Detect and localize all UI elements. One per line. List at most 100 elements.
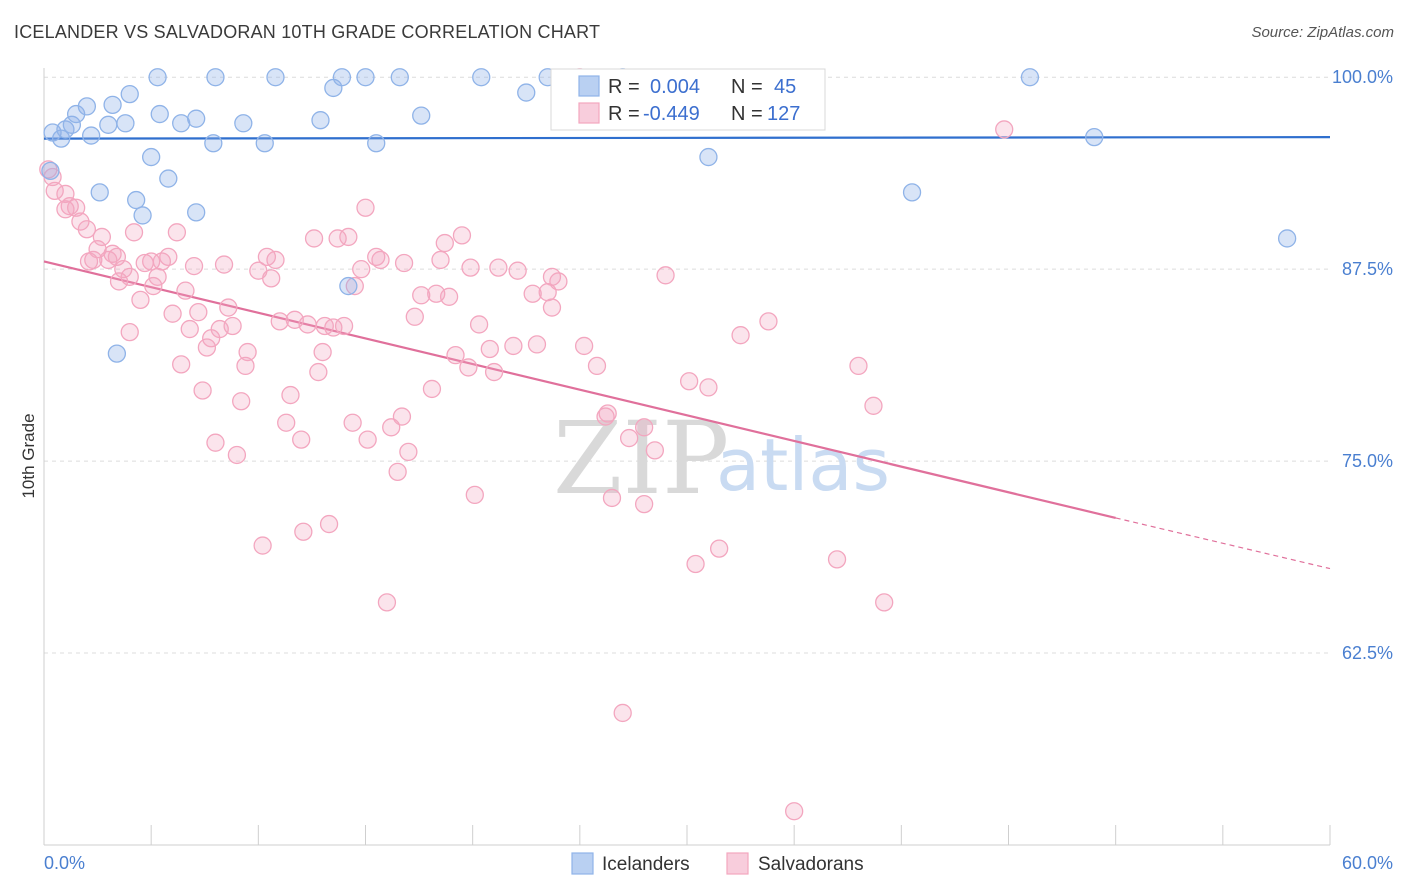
salvadorans-point: [124, 223, 144, 242]
salvadorans-point: [223, 316, 242, 336]
salvadorans-point: [461, 258, 480, 277]
salvadorans-point: [358, 430, 377, 449]
icelanders-point: [120, 84, 139, 104]
icelanders-point: [150, 104, 169, 124]
salvadorans-point: [864, 396, 883, 415]
salvadorans-point: [345, 276, 364, 296]
salvadorans-point: [392, 407, 412, 426]
y-tick-labels: 100.0% 87.5% 75.0% 62.5%: [1332, 67, 1393, 663]
icelanders-point: [1085, 127, 1104, 147]
salvadorans-point: [602, 488, 622, 508]
icelanders-point: [204, 134, 223, 153]
salvadorans-point: [596, 407, 615, 426]
icelanders-point: [206, 68, 225, 87]
salvadorans-point: [431, 250, 450, 270]
salvadorans-trend-extension: [1115, 517, 1331, 570]
y-tick-label: 100.0%: [1332, 67, 1393, 87]
salvadorans-point: [172, 355, 191, 374]
legend-r-value-2: -0.449: [643, 103, 700, 125]
salvadorans-point: [598, 404, 617, 423]
salvadorans-point: [131, 290, 150, 310]
salvadorans-point: [304, 229, 324, 248]
salvadorans-point: [634, 418, 654, 437]
salvadorans-point: [206, 433, 225, 452]
salvadorans-point: [236, 356, 255, 376]
chart-source: Source: ZipAtlas.com: [1251, 24, 1394, 41]
icelanders-point: [367, 134, 386, 153]
salvadorans-point: [270, 312, 289, 331]
salvadorans-point: [184, 256, 204, 276]
salvadorans-point: [523, 284, 542, 303]
salvadorans-point: [262, 269, 281, 288]
icelanders-point: [390, 68, 409, 87]
icelanders-point: [266, 68, 285, 87]
salvadorans-point: [84, 250, 103, 270]
salvadorans-point: [120, 322, 139, 342]
icelanders-point: [77, 97, 97, 116]
salvadorans-point: [587, 356, 607, 376]
legend-n-label-2: N =: [731, 103, 763, 125]
salvadorans-point: [67, 198, 86, 217]
salvadorans-point: [120, 267, 139, 286]
icelanders-point: [107, 344, 127, 363]
salvadorans-point: [484, 362, 504, 382]
icelanders-point: [412, 106, 431, 125]
salvadorans-point: [446, 346, 465, 365]
salvadorans-point: [176, 281, 195, 300]
legend-swatch-icelanders: [578, 75, 600, 97]
salvadorans-point: [613, 703, 632, 723]
salvadorans-point: [731, 326, 750, 345]
salvadorans-point: [452, 226, 472, 245]
icelanders-point: [472, 68, 491, 87]
icelanders-point: [187, 203, 206, 222]
correlation-legend: R = 0.004 N = 45 R = -0.449 N = 127: [550, 68, 826, 131]
x-tick-label: 60.0%: [1342, 853, 1393, 873]
salvadorans-point: [388, 462, 407, 482]
legend-r-label-2: R =: [608, 103, 640, 125]
salvadorans-point: [489, 258, 508, 277]
salvadorans-point: [382, 418, 401, 437]
salvadorans-point: [159, 247, 178, 267]
salvadorans-point: [405, 307, 424, 326]
salvadorans-point: [399, 442, 418, 462]
salvadorans-point: [508, 261, 527, 280]
salvadorans-point: [634, 494, 654, 514]
icelanders-point: [62, 115, 82, 134]
icelanders-point: [90, 183, 109, 202]
legend-swatch-salvadorans: [578, 102, 600, 124]
salvadorans-point: [277, 413, 296, 432]
salvadorans-point: [219, 298, 238, 317]
salvadorans-point: [995, 120, 1014, 139]
icelanders-point: [902, 183, 922, 202]
salvadorans-point: [266, 250, 285, 270]
salvadorans-point: [45, 181, 64, 200]
icelanders-point: [148, 68, 167, 87]
salvadorans-point: [469, 315, 489, 334]
salvadorans-point: [77, 220, 97, 239]
salvadorans-point: [313, 342, 332, 362]
salvadorans-point: [394, 253, 414, 273]
salvadorans-point: [371, 250, 390, 270]
salvadorans-point: [875, 593, 894, 612]
legend-r-label-1: R =: [608, 76, 640, 98]
icelanders-point: [142, 147, 161, 167]
y-tick-label: 75.0%: [1342, 451, 1393, 471]
icelanders-point: [99, 115, 118, 134]
icelanders-point: [116, 114, 135, 133]
icelanders-point: [517, 83, 536, 102]
salvadorans-trend-line: [43, 260, 1116, 519]
salvadorans-point: [193, 381, 212, 400]
salvadorans-point: [574, 336, 594, 356]
icelanders-point: [311, 111, 330, 130]
legend-n-value-2: 127: [767, 103, 800, 125]
salvadorans-point: [281, 385, 300, 405]
salvadorans-point: [422, 379, 442, 399]
salvadorans-point: [439, 287, 459, 306]
salvadorans-point: [309, 362, 328, 382]
y-tick-label: 62.5%: [1342, 643, 1393, 663]
legend-n-value-1: 45: [774, 76, 796, 98]
icelanders-point: [82, 126, 101, 145]
salvadorans-point: [759, 312, 778, 331]
icelanders-point: [1277, 229, 1297, 248]
